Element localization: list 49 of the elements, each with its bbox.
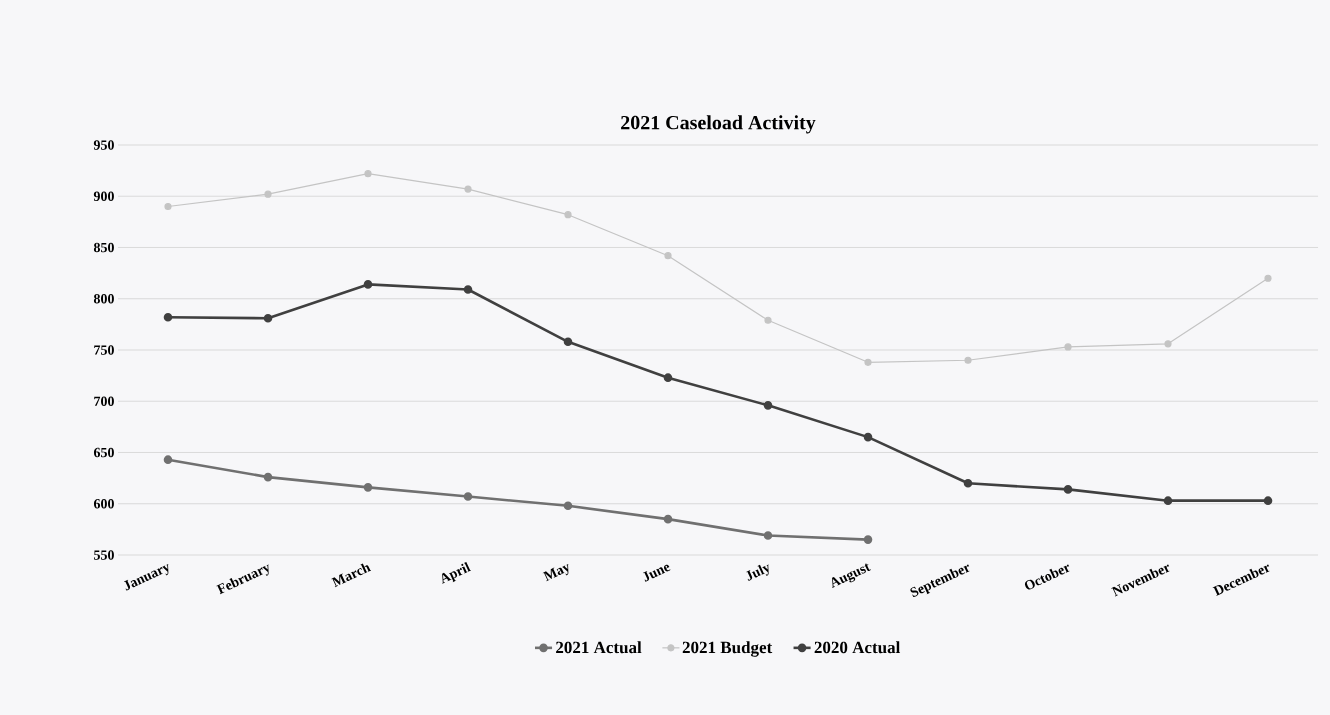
point <box>263 313 273 323</box>
y-tick-label: 650 <box>93 447 114 458</box>
y-tick-label: 850 <box>93 242 114 253</box>
point <box>964 356 972 364</box>
point <box>764 316 772 324</box>
point <box>863 432 873 442</box>
y-tick-label: 550 <box>94 550 114 560</box>
point <box>1063 485 1073 494</box>
y-tick-label: 700 <box>94 396 114 406</box>
point <box>564 211 572 219</box>
point <box>364 170 372 178</box>
point <box>463 492 473 501</box>
point <box>863 535 873 544</box>
point <box>663 514 673 524</box>
point <box>864 358 872 366</box>
y-tick-label: 600 <box>93 499 114 509</box>
legend-label: 2021 Budget <box>682 641 773 657</box>
point <box>464 185 472 193</box>
point <box>1164 340 1172 348</box>
x-tick-label: July <box>746 564 769 581</box>
y-tick-label: 750 <box>94 345 114 355</box>
legend-label: 2021 Actual <box>556 641 642 654</box>
point <box>663 373 673 382</box>
point <box>1264 274 1272 282</box>
legend-label: 2020 Actual <box>814 641 901 654</box>
x-tick-label: April <box>442 561 472 584</box>
point <box>963 478 973 488</box>
point <box>664 252 672 260</box>
point <box>164 202 172 211</box>
point <box>1163 496 1173 505</box>
y-tick-label: 950 <box>93 140 114 150</box>
point <box>263 472 273 482</box>
y-tick-label: 900 <box>93 191 114 201</box>
point <box>763 401 773 410</box>
point <box>563 337 573 347</box>
point <box>163 312 173 322</box>
point <box>163 455 173 464</box>
point <box>363 280 373 289</box>
point <box>763 531 773 540</box>
y-tick-label: 800 <box>93 294 114 304</box>
point <box>563 501 573 511</box>
chart-title: 2021 Caseload Activity <box>621 115 816 134</box>
point <box>463 285 473 294</box>
x-tick-label: May <box>542 564 569 582</box>
point <box>1263 496 1273 505</box>
x-tick-label: June <box>643 564 671 582</box>
point <box>264 190 272 198</box>
point <box>363 483 373 492</box>
point <box>1064 343 1072 351</box>
